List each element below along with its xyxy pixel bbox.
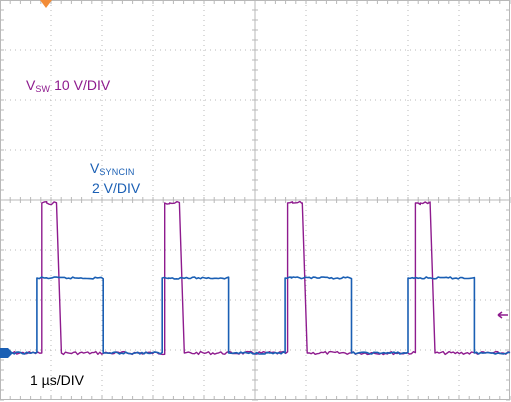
ground-reference-marker [0, 348, 13, 358]
vsw-scale: 10 V/DIV [54, 77, 111, 93]
syncin-channel-label: VSYNCIN 2 V/DIV [90, 160, 140, 196]
syncin-scale: 2 V/DIV [92, 180, 141, 196]
waveform-traces [0, 200, 511, 356]
syncin-label-main: V [90, 160, 100, 176]
time-scale-label: 1 µs/DIV [30, 372, 84, 388]
trigger-position-marker [40, 0, 52, 8]
vsw-label-main: V [26, 77, 36, 93]
vsw-label-sub: SW [35, 84, 51, 94]
syncin-label-sub: SYNCIN [99, 167, 135, 177]
channel-markers [0, 0, 508, 358]
trigger-level-marker [497, 311, 508, 319]
vsw-channel-label: VSW 10 V/DIV [26, 77, 110, 97]
trace-syncin [0, 276, 511, 355]
trace-sw [0, 200, 511, 356]
